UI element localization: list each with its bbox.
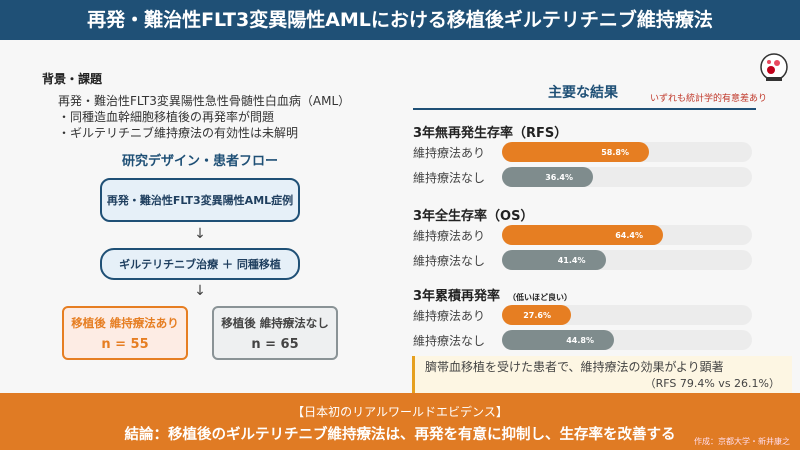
bar-track: 41.4% <box>502 250 752 270</box>
page-title: 再発・難治性FLT3変異陽性AMLにおける移植後ギルテリチニブ維持療法 <box>0 0 800 40</box>
flow-step-label: 再発・難治性FLT3変異陽性AML症例 <box>106 194 294 207</box>
metric-note: （低いほど良い） <box>508 293 573 302</box>
metric-heading: 3年全生存率（OS） <box>413 205 533 224</box>
metric-heading: 3年累積再発率 （低いほど良い） <box>413 285 572 304</box>
bar-fill: 44.8% <box>502 330 614 350</box>
divider <box>413 108 756 110</box>
background-line: 再発・難治性FLT3変異陽性急性骨髄性白血病（AML） <box>58 94 351 108</box>
bar-track: 27.6% <box>502 305 752 325</box>
flow-step-label: ギルテリチニブ治療 ＋ 同種移植 <box>119 258 281 271</box>
bar-fill: 41.4% <box>502 250 606 270</box>
bar-value: 27.6% <box>523 310 551 320</box>
callout-text: 臍帯血移植を受けた患者で、維持療法の効果がより顕著 <box>425 360 724 374</box>
flow-step-treatment: ギルテリチニブ治療 ＋ 同種移植 <box>100 248 300 280</box>
flow-heading: 研究デザイン・患者フロー <box>121 154 278 169</box>
bar-fill: 58.8% <box>502 142 649 162</box>
bar-fill: 64.4% <box>502 225 663 245</box>
results-heading: 主要な結果 <box>548 85 618 101</box>
bar-value: 44.8% <box>566 335 594 345</box>
bar-fill: 27.6% <box>502 305 571 325</box>
metric-heading: 3年無再発生存率（RFS） <box>413 122 567 141</box>
bar-value: 36.4% <box>545 172 573 182</box>
bar-track: 58.8% <box>502 142 752 162</box>
group-without-maintenance: 移植後 維持療法なし n = 65 <box>212 306 338 360</box>
bar-label: 維持療法あり <box>413 146 486 160</box>
bar-value: 41.4% <box>557 255 586 265</box>
callout-subtext: （RFS 79.4% vs 26.1%） <box>644 377 780 390</box>
bar-label: 維持療法あり <box>413 229 486 243</box>
group-label: 移植後 維持療法なし <box>221 315 329 330</box>
group-count: n = 65 <box>251 336 299 352</box>
bar-label: 維持療法なし <box>413 334 486 348</box>
significance-note: いずれも統計学的有意差あり <box>650 94 768 104</box>
flow-step-patients: 再発・難治性FLT3変異陽性AML症例 <box>100 178 300 222</box>
society-logo <box>760 53 788 81</box>
metric-title: 3年全生存率（OS） <box>413 209 534 224</box>
cord-blood-callout: 臍帯血移植を受けた患者で、維持療法の効果がより顕著 （RFS 79.4% vs … <box>412 356 792 393</box>
arrow-down-icon: ↓ <box>194 226 206 242</box>
group-label: 移植後 維持療法あり <box>71 315 179 330</box>
author-credit: 作成：京都大学・新井康之 <box>694 437 790 446</box>
evidence-tag: 【日本初のリアルワールドエビデンス】 <box>292 405 508 419</box>
bar-track: 36.4% <box>502 167 752 187</box>
bar-track: 64.4% <box>502 225 752 245</box>
arrow-down-icon: ↓ <box>194 283 206 299</box>
group-with-maintenance: 移植後 維持療法あり n = 55 <box>62 306 188 360</box>
bar-track: 44.8% <box>502 330 752 350</box>
metric-title: 3年無再発生存率（RFS） <box>413 126 568 141</box>
group-count: n = 55 <box>101 336 149 352</box>
bar-label: 維持療法なし <box>413 254 486 268</box>
bar-label: 維持療法あり <box>413 309 486 323</box>
background-line: ・ギルテリチニブ維持療法の有効性は未解明 <box>58 126 299 140</box>
bar-value: 58.8% <box>601 147 629 157</box>
conclusion-banner: 【日本初のリアルワールドエビデンス】 結論：移植後のギルテリチニブ維持療法は、再… <box>0 393 800 450</box>
metric-title: 3年累積再発率 <box>413 289 501 304</box>
bar-value: 64.4% <box>615 230 643 240</box>
background-line: ・同種造血幹細胞移植後の再発率が問題 <box>58 110 275 124</box>
background-heading: 背景・課題 <box>42 72 103 86</box>
bar-label: 維持療法なし <box>413 171 486 185</box>
conclusion-text: 結論：移植後のギルテリチニブ維持療法は、再発を有意に抑制し、生存率を改善する <box>124 427 676 443</box>
bar-fill: 36.4% <box>502 167 593 187</box>
